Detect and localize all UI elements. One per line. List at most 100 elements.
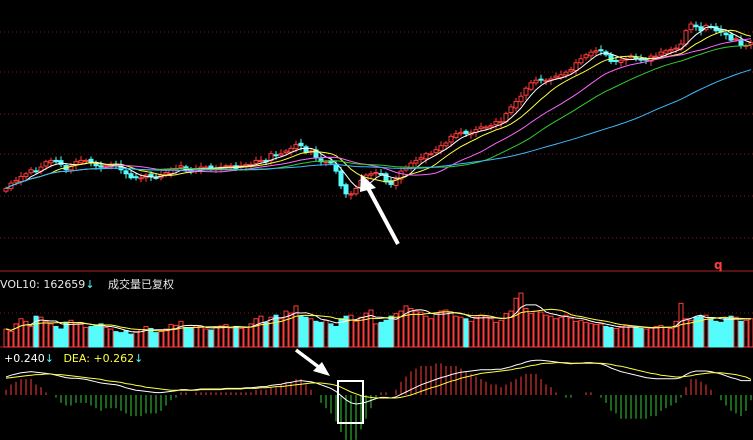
volume-bar bbox=[258, 315, 264, 348]
volume-bar bbox=[93, 324, 99, 348]
candle bbox=[68, 165, 74, 171]
volume-bar bbox=[733, 316, 739, 348]
vol10-value: VOL10: 162659 bbox=[0, 278, 86, 291]
volume-bar bbox=[363, 312, 369, 348]
volume-bar bbox=[463, 318, 469, 348]
macd-legend: +0.240↓ DEA: +0.262↓ bbox=[4, 352, 143, 365]
annotation-highlight-box bbox=[337, 380, 364, 424]
volume-bar bbox=[313, 320, 319, 348]
volume-bar bbox=[528, 313, 534, 348]
candle bbox=[273, 154, 279, 157]
volume-bar bbox=[418, 311, 424, 348]
candle bbox=[278, 153, 284, 156]
candle bbox=[3, 187, 9, 192]
candle bbox=[683, 30, 689, 45]
volume-bar bbox=[68, 319, 74, 348]
volume-bar bbox=[163, 328, 169, 348]
candle bbox=[448, 135, 454, 143]
candle bbox=[348, 193, 354, 196]
volume-bar bbox=[623, 324, 629, 348]
volume-bar bbox=[88, 325, 94, 348]
candle bbox=[493, 121, 499, 126]
candle bbox=[488, 125, 494, 128]
volume-bar bbox=[543, 314, 549, 348]
dea-value: DEA: +0.262 bbox=[63, 352, 135, 365]
volume-bar bbox=[323, 319, 329, 348]
volume-bar bbox=[8, 331, 14, 348]
candle bbox=[253, 159, 259, 164]
candle bbox=[133, 176, 139, 179]
dea-line bbox=[5, 362, 752, 399]
volume-bar bbox=[533, 310, 539, 348]
volume-bar bbox=[743, 319, 749, 348]
price-ma5-line bbox=[5, 26, 752, 190]
candle bbox=[528, 82, 534, 90]
candle bbox=[693, 24, 699, 28]
candle bbox=[388, 180, 394, 185]
volume-bar bbox=[498, 319, 504, 348]
volume-bar bbox=[478, 314, 484, 348]
volume-bar bbox=[298, 315, 304, 348]
candle bbox=[593, 50, 599, 53]
candle bbox=[653, 55, 659, 58]
volume-bar bbox=[523, 307, 529, 348]
volume-bar bbox=[608, 326, 614, 348]
volume-ma5-line bbox=[5, 304, 752, 333]
volume-bar bbox=[658, 324, 664, 348]
volume-bar bbox=[348, 314, 354, 348]
candle bbox=[318, 158, 324, 163]
volume-bar bbox=[333, 325, 339, 348]
volume-bar bbox=[668, 328, 674, 348]
volume-bar bbox=[493, 321, 499, 348]
volume-bar bbox=[63, 321, 69, 348]
volume-bar bbox=[23, 320, 29, 348]
candle bbox=[618, 59, 624, 64]
volume-bar bbox=[488, 318, 494, 348]
candle bbox=[338, 170, 344, 187]
candle bbox=[78, 159, 84, 164]
volume-bar bbox=[223, 323, 229, 348]
volume-bar bbox=[318, 321, 324, 348]
volume-bar bbox=[368, 309, 374, 348]
candle bbox=[563, 71, 569, 76]
candle bbox=[23, 173, 29, 177]
volume-bar bbox=[378, 321, 384, 348]
volume-bar bbox=[553, 318, 559, 348]
volume-bar bbox=[308, 318, 314, 348]
volume-bar bbox=[393, 313, 399, 348]
volume-adjusted-note: 成交量已复权 bbox=[108, 278, 175, 291]
volume-bar bbox=[388, 315, 394, 348]
candle bbox=[583, 54, 589, 59]
volume-bar bbox=[413, 310, 419, 348]
volume-bar bbox=[433, 313, 439, 348]
candle bbox=[93, 163, 99, 167]
volume-bar bbox=[228, 327, 234, 348]
candle bbox=[553, 75, 559, 79]
candle bbox=[393, 178, 399, 187]
candle bbox=[613, 59, 619, 62]
candle bbox=[323, 161, 329, 164]
volume-bar bbox=[58, 328, 64, 348]
candle bbox=[728, 34, 734, 41]
volume-bar bbox=[578, 319, 584, 348]
volume-bar bbox=[203, 328, 209, 348]
volume-bar bbox=[443, 309, 449, 348]
volume-bar bbox=[3, 328, 9, 348]
volume-bar bbox=[118, 332, 124, 348]
volume-bar bbox=[713, 320, 719, 348]
candle bbox=[163, 171, 169, 175]
volume-bar bbox=[353, 320, 359, 348]
volume-ma10-line bbox=[5, 308, 752, 332]
volume-bar bbox=[53, 325, 59, 348]
volume-bar bbox=[383, 319, 389, 348]
annotation-arrow-shaft bbox=[294, 348, 322, 370]
volume-bar bbox=[688, 319, 694, 348]
volume-bar bbox=[583, 321, 589, 348]
candle bbox=[573, 62, 579, 72]
volume-bar bbox=[548, 315, 554, 348]
volume-bar bbox=[683, 318, 689, 348]
price-ma60-line bbox=[5, 69, 752, 189]
candle bbox=[428, 153, 434, 156]
